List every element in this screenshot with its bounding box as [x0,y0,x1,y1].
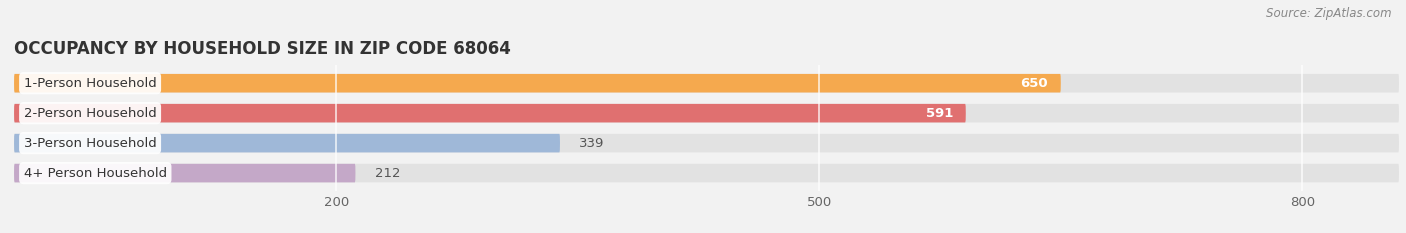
Text: 3-Person Household: 3-Person Household [24,137,156,150]
Text: 1-Person Household: 1-Person Household [24,77,156,90]
FancyBboxPatch shape [14,104,1399,123]
FancyBboxPatch shape [14,74,1399,93]
FancyBboxPatch shape [14,164,1399,182]
FancyBboxPatch shape [14,134,1399,152]
FancyBboxPatch shape [14,74,1060,93]
Text: 591: 591 [925,107,953,120]
FancyBboxPatch shape [14,104,966,123]
Text: Source: ZipAtlas.com: Source: ZipAtlas.com [1267,7,1392,20]
Text: 212: 212 [375,167,401,180]
Text: 4+ Person Household: 4+ Person Household [24,167,167,180]
Text: 2-Person Household: 2-Person Household [24,107,156,120]
Text: OCCUPANCY BY HOUSEHOLD SIZE IN ZIP CODE 68064: OCCUPANCY BY HOUSEHOLD SIZE IN ZIP CODE … [14,40,510,58]
Text: 650: 650 [1021,77,1047,90]
FancyBboxPatch shape [14,164,356,182]
FancyBboxPatch shape [14,134,560,152]
Text: 339: 339 [579,137,605,150]
